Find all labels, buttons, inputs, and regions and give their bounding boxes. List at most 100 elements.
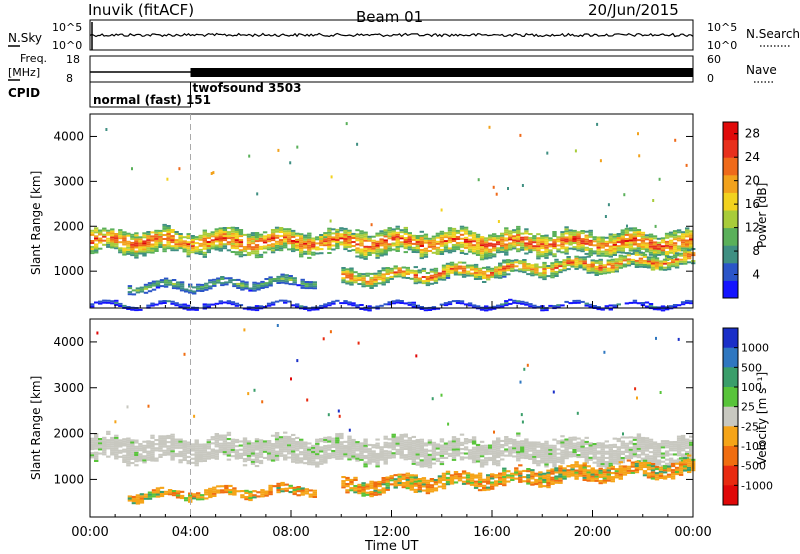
- heatmap-cell: [98, 237, 103, 240]
- heatmap-cell: [258, 453, 264, 456]
- heatmap-cell: [230, 230, 236, 233]
- heatmap-cell: [687, 471, 692, 474]
- heatmap-cell: [248, 289, 253, 292]
- heatmap-cell: [244, 496, 249, 499]
- heatmap-cell: [369, 272, 374, 275]
- heatmap-cell: [612, 245, 617, 248]
- heatmap-cell: [612, 239, 617, 242]
- heatmap-cell: [102, 436, 107, 439]
- heatmap-cell: [612, 443, 617, 446]
- heatmap-cell: [490, 275, 495, 278]
- heatmap-cell: [307, 463, 312, 466]
- heatmap-cell: [395, 225, 400, 228]
- heatmap-cell: [304, 283, 309, 285]
- heatmap-cell: [134, 246, 139, 249]
- heatmap-cell: [114, 445, 119, 448]
- heatmap-cell: [498, 476, 503, 479]
- heatmap-cell: [407, 455, 412, 458]
- heatmap-cell: [391, 228, 396, 231]
- heatmap-cell: [178, 247, 183, 250]
- heatmap-cell: [451, 233, 457, 236]
- heatmap-cell: [664, 450, 670, 453]
- heatmap-cell: [592, 252, 597, 255]
- heatmap-cell: [351, 453, 356, 456]
- heatmap-cell: [622, 263, 628, 266]
- heatmap-cell: [155, 284, 161, 287]
- heatmap-cell: [287, 300, 292, 303]
- heatmap-cell: [642, 253, 648, 256]
- heatmap-cell: [520, 244, 525, 247]
- heatmap-cell: [512, 229, 517, 232]
- heatmap-cell: [504, 440, 509, 443]
- heatmap-cell: [250, 446, 256, 449]
- heatmap-cell: [94, 433, 99, 436]
- heatmap-cell: [668, 245, 674, 248]
- heatmap-cell: [127, 497, 133, 500]
- heatmap-cell: [327, 436, 332, 439]
- heatmap-cell: [373, 487, 378, 490]
- heatmap-cell: [620, 249, 625, 252]
- heatmap-cell: [664, 232, 670, 235]
- heatmap-cell: [658, 268, 664, 271]
- heatmap-cell: [315, 246, 320, 249]
- heatmap-cell: [379, 456, 384, 459]
- colorbar-swatch: [723, 210, 738, 229]
- heatmap-cell: [126, 252, 131, 255]
- heatmap-cell: [608, 247, 613, 250]
- heatmap-cell: [522, 476, 527, 479]
- heatmap-cell: [375, 232, 380, 235]
- heatmap-cell: [122, 243, 127, 246]
- heatmap-point: [546, 151, 549, 155]
- heatmap-cell: [295, 305, 300, 308]
- heatmap-cell: [170, 437, 175, 440]
- heatmap-cell: [568, 235, 573, 238]
- heatmap-cell: [417, 480, 422, 483]
- heatmap-cell: [467, 238, 473, 241]
- heatmap-cell: [469, 477, 475, 480]
- heatmap-cell: [154, 250, 159, 252]
- heatmap-cell: [504, 302, 509, 305]
- heatmap-cell: [492, 456, 497, 459]
- heatmap-cell: [437, 276, 443, 279]
- heatmap-cell: [230, 303, 236, 306]
- heatmap-cell: [415, 455, 420, 458]
- heatmap-cell: [110, 232, 115, 235]
- heatmap-cell: [150, 459, 155, 462]
- heatmap-cell: [658, 260, 664, 263]
- heatmap-cell: [154, 237, 159, 240]
- heatmap-cell: [528, 447, 533, 450]
- heatmap-cell: [393, 271, 398, 274]
- heatmap-cell: [449, 474, 455, 477]
- heatmap-cell: [536, 233, 541, 236]
- heatmap-cell: [447, 229, 453, 232]
- heatmap-cell: [530, 471, 535, 474]
- heatmap-cell: [596, 252, 601, 255]
- heatmap-cell: [674, 258, 680, 261]
- heatmap-cell: [373, 282, 378, 285]
- heatmap-cell: [419, 459, 424, 462]
- heatmap-cell: [315, 248, 320, 251]
- heatmap-cell: [475, 460, 481, 463]
- heatmap-cell: [355, 457, 360, 460]
- heatmap-cell: [178, 245, 183, 248]
- heatmap-cell: [504, 231, 509, 234]
- heatmap-cell: [431, 450, 437, 453]
- heatmap-cell: [287, 442, 292, 445]
- heatmap-cell: [202, 455, 207, 458]
- heatmap-cell: [680, 434, 686, 437]
- heatmap-cell: [512, 451, 517, 454]
- heatmap-cell: [560, 453, 565, 456]
- heatmap-cell: [423, 237, 429, 240]
- heatmap-cell: [146, 446, 151, 449]
- heatmap-cell: [266, 234, 272, 237]
- heatmap-cell: [218, 448, 223, 451]
- heatmap-cell: [287, 234, 292, 237]
- heatmap-cell: [624, 240, 630, 242]
- heatmap-cell: [192, 292, 197, 295]
- heatmap-cell: [303, 445, 308, 448]
- noise-panel: N.Sky 10^5 10^0 10^5 10^0 N.Search: [8, 19, 800, 52]
- colorbar-tick-label: 12: [745, 221, 760, 235]
- heatmap-cell: [453, 269, 459, 272]
- heatmap-cell: [652, 247, 658, 250]
